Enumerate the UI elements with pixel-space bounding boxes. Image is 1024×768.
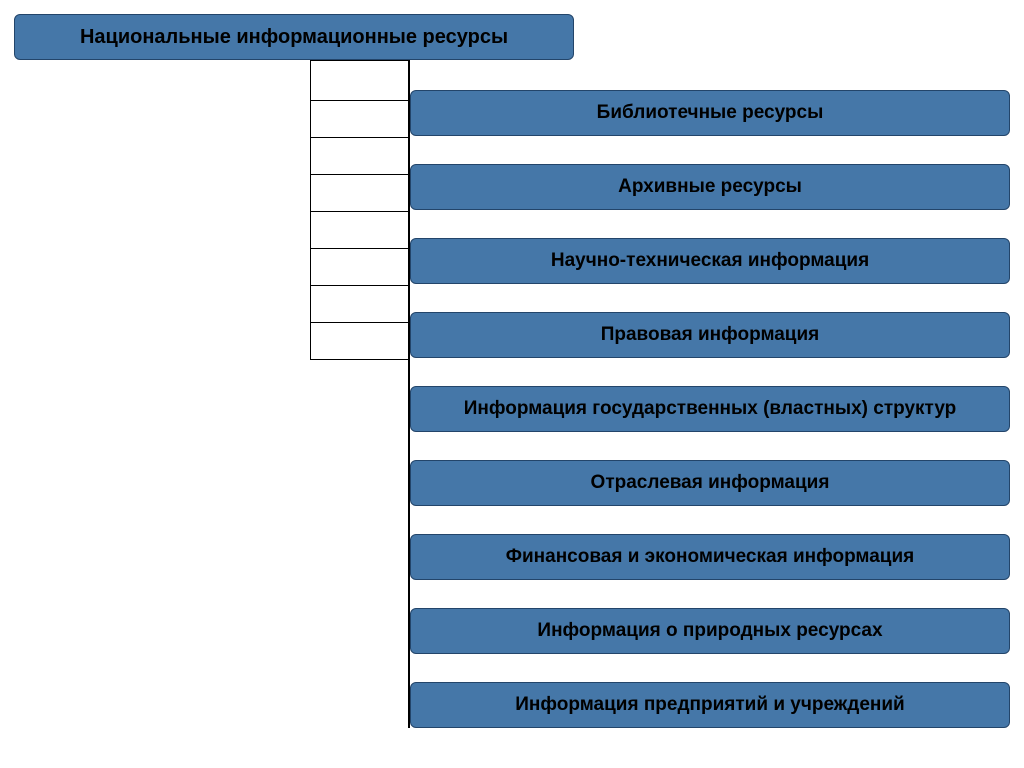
child-node: Информация государственных (властных) ст… <box>410 386 1010 432</box>
child-node: Отраслевая информация <box>410 460 1010 506</box>
connector-tail <box>408 60 410 728</box>
child-node: Информация предприятий и учреждений <box>410 682 1010 728</box>
child-node: Архивные ресурсы <box>410 164 1010 210</box>
child-label: Информация о природных ресурсах <box>537 620 882 642</box>
child-label: Информация предприятий и учреждений <box>515 694 904 716</box>
child-label: Научно-техническая информация <box>551 250 869 272</box>
connector-cell <box>310 174 410 212</box>
child-node: Правовая информация <box>410 312 1010 358</box>
connector-cell-top <box>310 60 410 101</box>
child-label: Библиотечные ресурсы <box>597 102 824 124</box>
connector-cell <box>310 100 410 138</box>
child-label: Финансовая и экономическая информация <box>506 546 915 568</box>
root-node: Национальные информационные ресурсы <box>14 14 574 60</box>
connector-cell <box>310 211 410 249</box>
connector-cell <box>310 137 410 175</box>
child-label: Отраслевая информация <box>591 472 830 494</box>
connector-cell <box>310 285 410 323</box>
child-node: Библиотечные ресурсы <box>410 90 1010 136</box>
connector-cell <box>310 248 410 286</box>
child-node: Финансовая и экономическая информация <box>410 534 1010 580</box>
root-label: Национальные информационные ресурсы <box>80 26 508 49</box>
child-label: Архивные ресурсы <box>618 176 802 198</box>
child-label: Информация государственных (властных) ст… <box>464 398 957 420</box>
child-node: Научно-техническая информация <box>410 238 1010 284</box>
child-node: Информация о природных ресурсах <box>410 608 1010 654</box>
connector-cell <box>310 322 410 360</box>
child-label: Правовая информация <box>601 324 820 346</box>
